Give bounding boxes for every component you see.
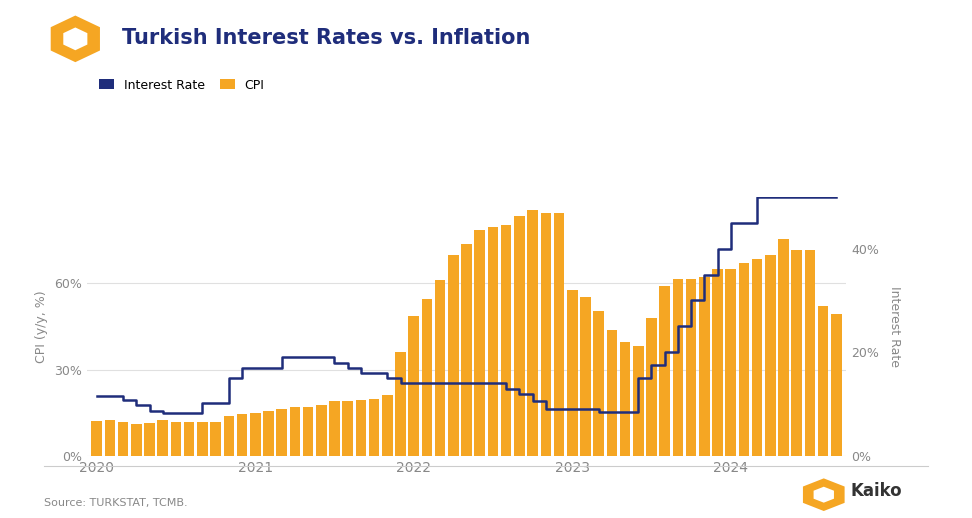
Bar [157,420,168,456]
Bar [118,422,128,456]
Bar [448,255,459,456]
Bar [831,314,842,456]
Bar [330,401,340,456]
Bar [356,400,366,456]
Bar [540,213,551,456]
Bar [197,422,208,456]
Bar [131,424,142,456]
Bar [752,258,762,456]
Bar [488,227,499,456]
Legend: Interest Rate, CPI: Interest Rate, CPI [93,74,269,96]
Bar [462,244,471,456]
Bar [250,413,260,456]
Bar [712,269,723,456]
Bar [171,422,181,456]
Bar [817,306,828,456]
Bar [686,279,696,456]
Bar [607,330,617,456]
Bar [739,263,749,456]
Bar [434,280,445,456]
Bar [699,278,710,456]
Text: Kaiko: Kaiko [850,482,902,500]
Bar [633,346,643,456]
Y-axis label: CPI (y/y, %): CPI (y/y, %) [36,290,49,363]
Bar [105,420,116,456]
Bar [779,239,789,456]
Bar [144,423,155,456]
PathPatch shape [51,16,100,62]
Bar [593,310,604,456]
Bar [408,315,419,456]
Text: Turkish Interest Rates vs. Inflation: Turkish Interest Rates vs. Inflation [122,28,530,49]
Bar [725,269,736,456]
Bar [580,297,591,456]
Bar [290,407,300,456]
Bar [263,411,274,456]
Bar [382,395,393,456]
Bar [396,352,405,456]
Bar [422,299,433,456]
Bar [567,290,577,456]
Bar [302,407,313,456]
Text: Source: TURKSTAT, TCMB.: Source: TURKSTAT, TCMB. [44,498,188,508]
Bar [474,229,485,456]
Bar [501,225,511,456]
Bar [805,250,816,456]
Bar [765,255,776,456]
Bar [659,286,670,456]
Bar [514,215,525,456]
Y-axis label: Interest Rate: Interest Rate [888,286,901,367]
Bar [210,422,221,456]
Bar [91,421,102,456]
Bar [673,279,683,456]
Bar [276,409,287,456]
Bar [316,406,327,456]
Bar [791,250,802,456]
Bar [368,398,379,456]
PathPatch shape [803,479,845,511]
Bar [528,210,538,456]
Bar [554,213,565,456]
Bar [620,342,631,456]
Bar [224,415,234,456]
Bar [342,400,353,456]
Bar [184,422,194,456]
Bar [237,414,247,456]
Bar [646,318,657,456]
